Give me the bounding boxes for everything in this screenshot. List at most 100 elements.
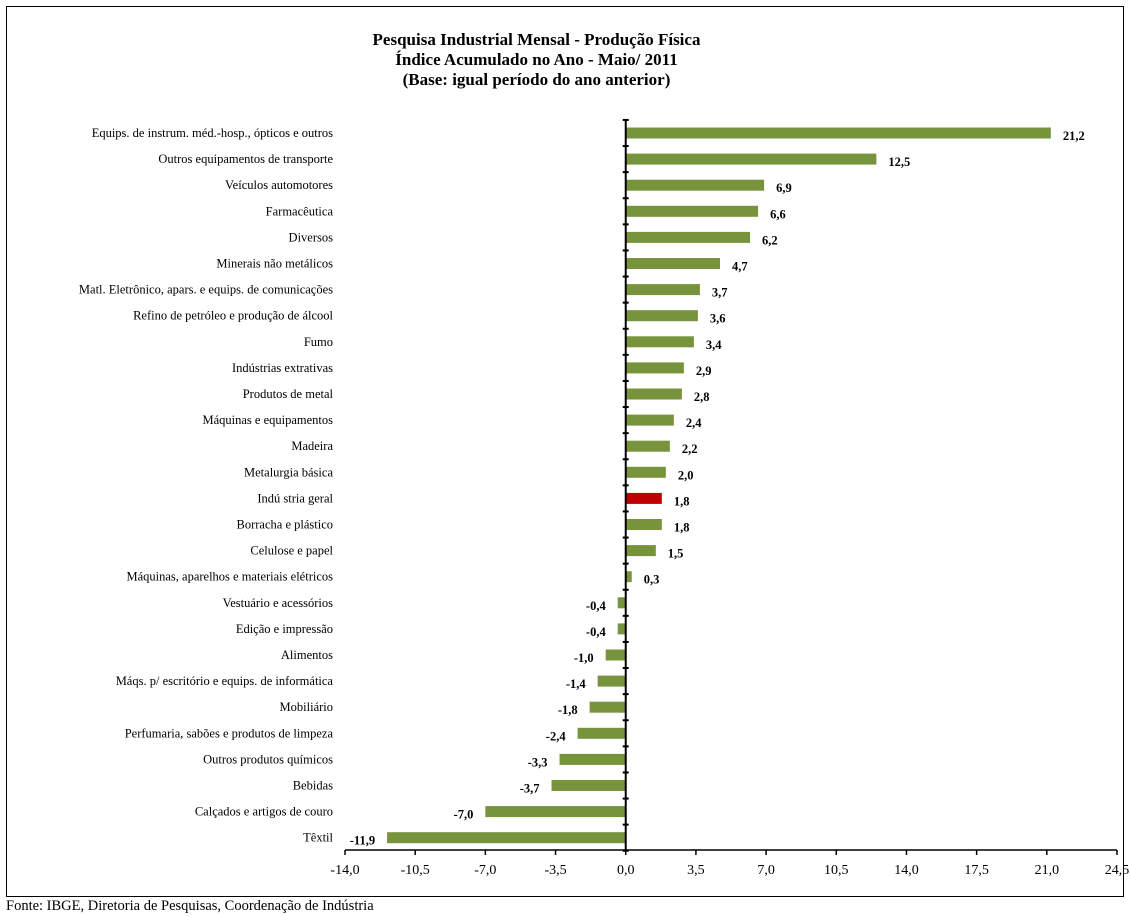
x-tick-label: 3,5 xyxy=(687,863,705,878)
x-tick-label: 17,5 xyxy=(964,863,989,878)
category-label: Refino de petróleo e produção de álcool xyxy=(133,309,333,323)
chart-frame xyxy=(6,6,1124,897)
x-tick-label: 14,0 xyxy=(894,863,919,878)
value-label: 21,2 xyxy=(1063,129,1085,143)
category-label: Borracha e plástico xyxy=(237,518,333,532)
category-label: Madeira xyxy=(291,439,333,453)
bar xyxy=(625,440,670,452)
category-label: Minerais não metálicos xyxy=(216,257,333,271)
bar xyxy=(625,284,700,296)
x-tick-label: -7,0 xyxy=(474,863,496,878)
source-note: Fonte: IBGE, Diretoria de Pesquisas, Coo… xyxy=(6,898,374,914)
bar xyxy=(625,388,682,400)
x-tick-label: 21,0 xyxy=(1035,863,1060,878)
value-label: -0,4 xyxy=(586,625,607,639)
value-label: 3,6 xyxy=(710,312,726,326)
value-label: 0,3 xyxy=(644,573,660,587)
category-label: Calçados e artigos de couro xyxy=(195,805,333,819)
category-label: Vestuário e acessórios xyxy=(223,596,334,610)
category-label: Mobiliário xyxy=(280,700,333,714)
value-label: -0,4 xyxy=(586,599,607,613)
category-label: Máquinas e equipamentos xyxy=(202,413,333,427)
value-label: -7,0 xyxy=(454,808,474,822)
bar xyxy=(625,127,1051,139)
value-label: -2,4 xyxy=(546,729,567,743)
chart-title: Pesquisa Industrial Mensal - Produção Fí… xyxy=(372,30,701,49)
value-label: 1,8 xyxy=(674,494,690,508)
bar xyxy=(625,179,765,191)
category-label: Têxtil xyxy=(303,831,333,845)
value-label: 2,0 xyxy=(678,468,694,482)
category-label: Veículos automotores xyxy=(225,178,333,192)
x-tick-label: -3,5 xyxy=(544,863,566,878)
category-label: Celulose e papel xyxy=(250,544,333,558)
value-label: -1,4 xyxy=(566,677,587,691)
category-label: Matl. Eletrônico, apars. e equips. de co… xyxy=(79,283,333,297)
category-label: Bebidas xyxy=(293,779,333,793)
bar xyxy=(605,649,626,661)
value-label: 3,7 xyxy=(712,286,728,300)
category-label: Máqs. p/ escritório e equips. de informá… xyxy=(116,674,334,688)
value-label: 2,4 xyxy=(686,416,702,430)
value-label: 2,9 xyxy=(696,364,712,378)
x-tick-label: 7,0 xyxy=(757,863,775,878)
value-label: 6,6 xyxy=(770,207,786,221)
bar xyxy=(625,519,662,530)
bar xyxy=(577,727,626,739)
value-label: 4,7 xyxy=(732,260,748,274)
value-label: -3,7 xyxy=(520,782,540,796)
category-label: Indústrias extrativas xyxy=(232,361,333,375)
value-label: -1,0 xyxy=(574,651,594,665)
value-label: -11,9 xyxy=(350,834,375,848)
chart-subtitle: Índice Acumulado no Ano - Maio/ 2011 xyxy=(395,50,678,69)
category-label: Metalurgia básica xyxy=(244,465,333,479)
bar xyxy=(625,571,632,583)
value-label: 2,2 xyxy=(682,442,698,456)
value-label: 6,9 xyxy=(776,181,792,195)
category-label: Outros produtos químicos xyxy=(203,752,333,766)
category-label: Indú stria geral xyxy=(257,491,333,505)
bar xyxy=(617,623,626,635)
category-label: Alimentos xyxy=(281,648,333,662)
bar xyxy=(625,153,877,165)
bar xyxy=(625,362,684,374)
value-label: 1,5 xyxy=(668,547,684,561)
chart-title-block: Pesquisa Industrial Mensal - Produção Fí… xyxy=(0,30,1073,90)
category-label: Farmacêutica xyxy=(266,204,334,218)
category-label: Diversos xyxy=(289,230,334,244)
value-label: 2,8 xyxy=(694,390,710,404)
bar xyxy=(559,753,626,765)
x-tick-label: 24,5 xyxy=(1105,863,1130,878)
x-tick-label: 0,0 xyxy=(617,863,635,878)
bar xyxy=(485,806,626,818)
category-label: Máquinas, aparelhos e materiais elétrico… xyxy=(126,570,333,584)
category-label: Outros equipamentos de transporte xyxy=(158,152,333,166)
bar xyxy=(617,597,626,609)
bar xyxy=(625,310,698,322)
bar xyxy=(625,492,662,504)
value-label: 6,2 xyxy=(762,233,778,247)
value-label: -1,8 xyxy=(558,703,578,717)
bar xyxy=(625,414,674,426)
bar xyxy=(625,336,694,348)
bar xyxy=(625,258,720,269)
x-tick-label: -14,0 xyxy=(330,863,359,878)
category-label: Fumo xyxy=(304,335,333,349)
bar xyxy=(589,701,626,713)
bar xyxy=(387,832,626,844)
category-label: Edição e impressão xyxy=(236,622,333,636)
category-label: Equips. de instrum. méd.-hosp., ópticos … xyxy=(92,126,333,140)
bar xyxy=(625,231,751,243)
value-label: 3,4 xyxy=(706,338,722,352)
value-label: 1,8 xyxy=(674,521,690,535)
x-tick-label: -10,5 xyxy=(401,863,430,878)
bar xyxy=(625,466,666,478)
value-label: 12,5 xyxy=(888,155,910,169)
bar xyxy=(625,205,759,217)
category-label: Perfumaria, sabões e produtos de limpeza xyxy=(125,726,334,740)
bar xyxy=(551,780,626,791)
chart-subtitle-base: (Base: igual período do ano anterior) xyxy=(402,70,671,89)
category-label: Produtos de metal xyxy=(243,387,334,401)
bar xyxy=(625,545,656,557)
